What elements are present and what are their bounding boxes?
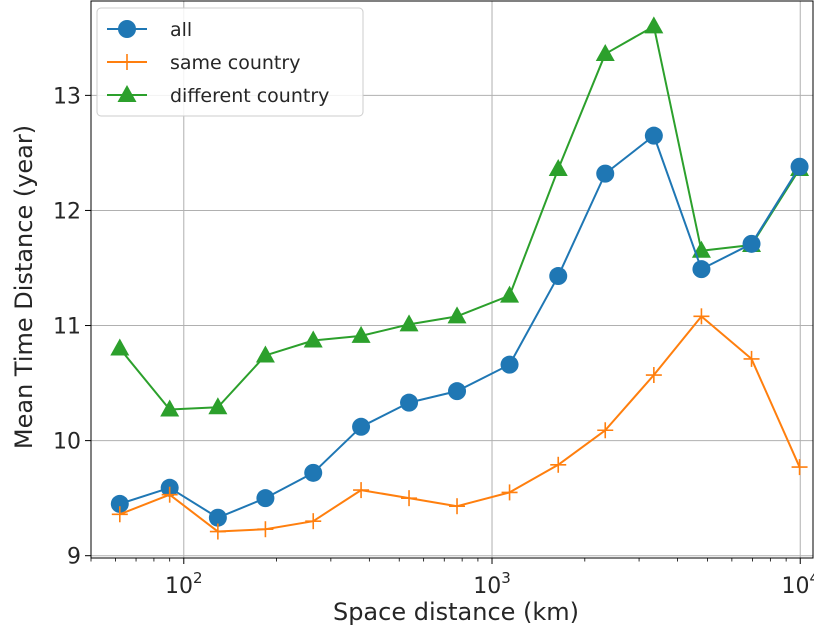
data-point: [110, 338, 130, 356]
legend-box: [96, 7, 364, 117]
data-point: [208, 508, 227, 527]
x-tick-exponent: 3: [501, 569, 511, 587]
legend-item: same country: [107, 52, 300, 74]
data-point: [645, 367, 662, 384]
data-point: [644, 16, 664, 34]
legend-marker: [118, 20, 136, 38]
series-line: [119, 315, 801, 533]
data-point: [352, 417, 371, 436]
x-tick-label: 102: [165, 569, 203, 599]
data-point: [449, 498, 466, 515]
x-tick-exponent: 2: [193, 569, 203, 587]
data-point: [597, 422, 614, 439]
legend-item: all: [107, 19, 192, 41]
y-tick-label: 11: [53, 315, 81, 340]
data-point: [596, 164, 615, 183]
series-all: [110, 126, 809, 527]
data-point: [111, 506, 128, 523]
ticks: 910111213102103104: [53, 84, 814, 599]
series-line: [119, 134, 801, 519]
data-point: [500, 355, 519, 374]
x-tick-label: 103: [473, 569, 511, 599]
legend-marker: [117, 85, 137, 102]
legend: all same country different country: [96, 7, 364, 117]
data-point: [353, 482, 370, 499]
data-point: [550, 456, 567, 473]
data-point: [549, 267, 568, 286]
legend-label: different country: [170, 85, 329, 107]
data-point: [110, 494, 129, 513]
data-point: [400, 393, 419, 412]
x-tick-base: 10: [781, 574, 809, 599]
data-point: [595, 43, 615, 61]
data-point: [351, 325, 371, 343]
data-point: [790, 157, 809, 176]
series-layer: [110, 16, 810, 540]
data-point: [255, 345, 275, 363]
data-point: [448, 382, 467, 401]
legend-label: all: [170, 19, 192, 41]
data-point: [743, 350, 760, 367]
data-point: [548, 159, 568, 177]
data-point: [304, 463, 323, 482]
data-point: [693, 308, 710, 325]
data-point: [305, 513, 322, 530]
plot-frame: [90, 0, 814, 559]
data-point: [256, 489, 275, 508]
x-axis-label: Space distance (km): [333, 598, 579, 626]
data-point: [791, 459, 808, 476]
y-axis-label: Mean Time Distance (year): [10, 125, 38, 449]
data-point: [161, 486, 178, 503]
data-point: [742, 234, 761, 253]
data-point: [399, 314, 419, 332]
y-tick-label: 12: [53, 199, 81, 224]
x-tick-base: 10: [473, 574, 501, 599]
y-tick-label: 13: [53, 84, 81, 109]
legend-marker: [119, 54, 135, 70]
y-tick-label: 9: [67, 545, 81, 570]
data-point: [501, 484, 518, 501]
data-point: [160, 399, 180, 417]
legend-item: different country: [107, 85, 329, 107]
data-point: [644, 126, 663, 145]
x-tick-base: 10: [165, 574, 193, 599]
data-point: [208, 397, 228, 415]
legend-label: same country: [170, 52, 300, 74]
data-point: [447, 306, 467, 324]
data-point: [257, 521, 274, 538]
series-same-country: [111, 308, 808, 540]
data-point: [209, 523, 226, 540]
y-tick-label: 10: [53, 430, 81, 455]
x-tick-label: 104: [781, 569, 814, 599]
data-point: [500, 285, 520, 303]
data-point: [692, 260, 711, 279]
data-point: [401, 490, 418, 507]
data-point: [303, 330, 323, 348]
x-tick-exponent: 4: [809, 569, 814, 587]
